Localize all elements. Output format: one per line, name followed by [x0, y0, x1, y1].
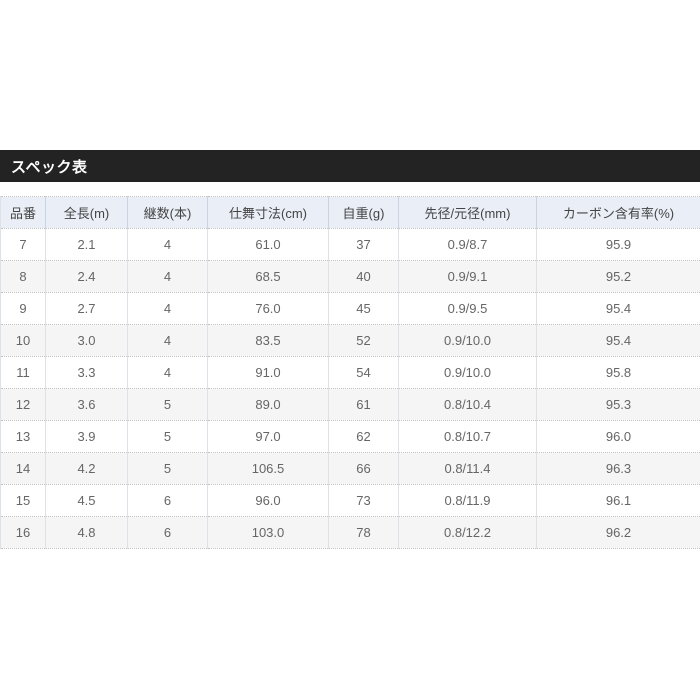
- table-cell: 96.0: [207, 484, 329, 517]
- table-cell: 45: [328, 292, 399, 325]
- table-cell: 10: [0, 324, 46, 357]
- table-cell: 0.8/11.9: [398, 484, 537, 517]
- table-cell: 3.0: [45, 324, 128, 357]
- table-cell: 7: [0, 228, 46, 261]
- section-title: スペック表: [11, 158, 88, 176]
- table-cell: 4: [127, 324, 208, 357]
- table-cell: 106.5: [207, 452, 329, 485]
- spec-table-body: 7 2.1 4 61.0 37 0.9/8.7 95.9 8 2.4 4 68.5 40 0.9/9.1…: [0, 228, 700, 549]
- column-header: 品番: [0, 196, 46, 229]
- column-header: 自重(g): [328, 196, 399, 229]
- table-cell: 95.4: [536, 324, 700, 357]
- table-row: 16 4.8 6 103.0 78 0.8/12.2 96.2: [0, 516, 700, 549]
- table-row: 14 4.2 5 106.5 66 0.8/11.4 96.3: [0, 452, 700, 485]
- table-cell: 96.1: [536, 484, 700, 517]
- spec-table: 品番 全長(m) 継数(本) 仕舞寸法(cm) 自重(g) 先径/元径(mm) カーボン含有…: [0, 196, 700, 549]
- table-header-row: 品番 全長(m) 継数(本) 仕舞寸法(cm) 自重(g) 先径/元径(mm) カーボン含有…: [0, 196, 700, 229]
- table-cell: 61.0: [207, 228, 329, 261]
- table-cell: 12: [0, 388, 46, 421]
- table-cell: 0.8/10.4: [398, 388, 537, 421]
- table-cell: 96.3: [536, 452, 700, 485]
- table-row: 11 3.3 4 91.0 54 0.9/10.0 95.8: [0, 356, 700, 389]
- table-cell: 3.3: [45, 356, 128, 389]
- table-cell: 3.9: [45, 420, 128, 453]
- table-cell: 95.4: [536, 292, 700, 325]
- table-cell: 95.9: [536, 228, 700, 261]
- table-row: 7 2.1 4 61.0 37 0.9/8.7 95.9: [0, 228, 700, 261]
- table-cell: 0.9/10.0: [398, 324, 537, 357]
- table-cell: 0.9/8.7: [398, 228, 537, 261]
- table-cell: 5: [127, 452, 208, 485]
- table-row: 9 2.7 4 76.0 45 0.9/9.5 95.4: [0, 292, 700, 325]
- table-cell: 96.0: [536, 420, 700, 453]
- table-cell: 76.0: [207, 292, 329, 325]
- table-cell: 2.7: [45, 292, 128, 325]
- table-cell: 96.2: [536, 516, 700, 549]
- table-cell: 95.8: [536, 356, 700, 389]
- table-cell: 95.2: [536, 260, 700, 293]
- table-cell: 4: [127, 260, 208, 293]
- table-cell: 66: [328, 452, 399, 485]
- table-cell: 62: [328, 420, 399, 453]
- table-cell: 9: [0, 292, 46, 325]
- table-row: 12 3.6 5 89.0 61 0.8/10.4 95.3: [0, 388, 700, 421]
- table-cell: 0.8/12.2: [398, 516, 537, 549]
- table-cell: 16: [0, 516, 46, 549]
- table-cell: 15: [0, 484, 46, 517]
- table-cell: 68.5: [207, 260, 329, 293]
- table-row: 13 3.9 5 97.0 62 0.8/10.7 96.0: [0, 420, 700, 453]
- table-cell: 97.0: [207, 420, 329, 453]
- table-cell: 61: [328, 388, 399, 421]
- table-cell: 91.0: [207, 356, 329, 389]
- table-cell: 78: [328, 516, 399, 549]
- table-cell: 5: [127, 420, 208, 453]
- table-cell: 4: [127, 356, 208, 389]
- table-cell: 2.4: [45, 260, 128, 293]
- table-cell: 0.9/10.0: [398, 356, 537, 389]
- column-header: 継数(本): [127, 196, 208, 229]
- table-cell: 103.0: [207, 516, 329, 549]
- table-row: 8 2.4 4 68.5 40 0.9/9.1 95.2: [0, 260, 700, 293]
- table-cell: 8: [0, 260, 46, 293]
- table-cell: 0.9/9.5: [398, 292, 537, 325]
- table-cell: 11: [0, 356, 46, 389]
- table-cell: 13: [0, 420, 46, 453]
- table-cell: 4: [127, 292, 208, 325]
- table-cell: 5: [127, 388, 208, 421]
- table-cell: 6: [127, 484, 208, 517]
- table-cell: 3.6: [45, 388, 128, 421]
- column-header: 全長(m): [45, 196, 128, 229]
- table-cell: 83.5: [207, 324, 329, 357]
- table-cell: 40: [328, 260, 399, 293]
- table-cell: 14: [0, 452, 46, 485]
- column-header: 先径/元径(mm): [398, 196, 537, 229]
- table-row: 10 3.0 4 83.5 52 0.9/10.0 95.4: [0, 324, 700, 357]
- table-cell: 2.1: [45, 228, 128, 261]
- table-cell: 0.8/11.4: [398, 452, 537, 485]
- table-cell: 0.8/10.7: [398, 420, 537, 453]
- table-cell: 37: [328, 228, 399, 261]
- table-row: 15 4.5 6 96.0 73 0.8/11.9 96.1: [0, 484, 700, 517]
- table-cell: 52: [328, 324, 399, 357]
- table-cell: 4: [127, 228, 208, 261]
- table-cell: 89.0: [207, 388, 329, 421]
- table-cell: 0.9/9.1: [398, 260, 537, 293]
- table-cell: 4.5: [45, 484, 128, 517]
- table-cell: 4.8: [45, 516, 128, 549]
- section-header-bar: スペック表: [0, 150, 700, 182]
- column-header: カーボン含有率(%): [536, 196, 700, 229]
- table-cell: 4.2: [45, 452, 128, 485]
- table-cell: 95.3: [536, 388, 700, 421]
- table-cell: 73: [328, 484, 399, 517]
- column-header: 仕舞寸法(cm): [207, 196, 329, 229]
- table-cell: 6: [127, 516, 208, 549]
- table-cell: 54: [328, 356, 399, 389]
